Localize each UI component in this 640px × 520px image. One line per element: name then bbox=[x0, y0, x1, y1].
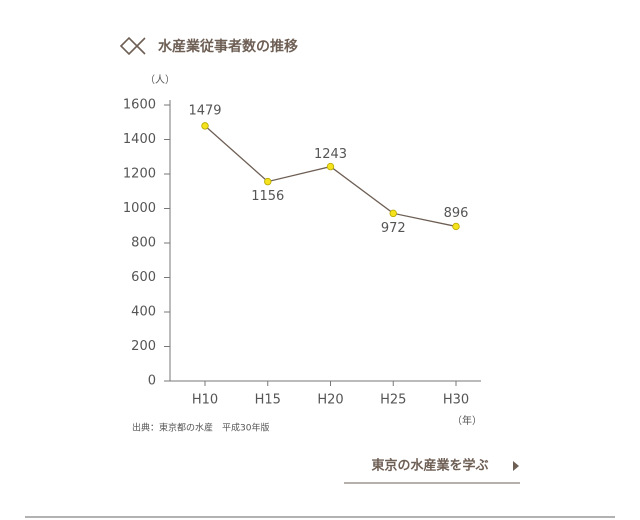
y-tick-label: 200 bbox=[131, 339, 156, 354]
x-tick-label: H10 bbox=[192, 393, 218, 408]
data-line bbox=[204, 125, 457, 228]
y-tick-label: 1200 bbox=[123, 167, 156, 182]
y-tick-label: 1400 bbox=[123, 132, 156, 147]
data-point bbox=[389, 209, 397, 218]
data-point bbox=[264, 177, 272, 186]
x-axis-label: （年） bbox=[452, 414, 482, 427]
data-point bbox=[452, 222, 460, 231]
data-label: 896 bbox=[444, 206, 469, 221]
learn-link[interactable]: 東京の水産業を学ぶ bbox=[344, 458, 520, 484]
y-tick-label: 800 bbox=[131, 236, 156, 251]
x-tick-label: H30 bbox=[443, 393, 469, 408]
y-tick-label: 1000 bbox=[123, 201, 156, 216]
y-tick-label: 1600 bbox=[123, 98, 156, 113]
chart-title: 水産業従事者数の推移 bbox=[158, 38, 298, 55]
data-point bbox=[326, 162, 335, 171]
x-tick-label: H25 bbox=[380, 393, 406, 408]
link-arrow bbox=[513, 461, 519, 471]
data-label: 1156 bbox=[251, 189, 284, 204]
x-tick-label: H15 bbox=[255, 393, 281, 408]
data-point bbox=[201, 122, 209, 130]
y-tick-label: 0 bbox=[148, 374, 156, 389]
y-tick-label: 400 bbox=[131, 305, 156, 320]
data-label: 1479 bbox=[188, 103, 221, 118]
y-axis-label: （人） bbox=[145, 74, 175, 86]
data-label: 972 bbox=[381, 221, 406, 236]
source-note: 出典：東京都の水産 平成30年版 bbox=[132, 422, 269, 434]
x-tick-label: H20 bbox=[317, 393, 343, 408]
y-tick-label: 600 bbox=[131, 270, 156, 285]
data-label: 1243 bbox=[314, 147, 347, 162]
title-icon bbox=[119, 36, 146, 56]
link-text[interactable]: 東京の水産業を学ぶ bbox=[371, 458, 488, 474]
